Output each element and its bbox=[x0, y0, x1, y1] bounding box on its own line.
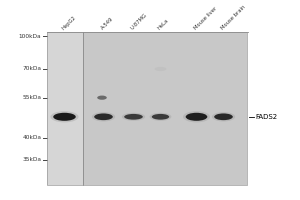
Bar bbox=[46, 32, 82, 185]
Text: 35kDa: 35kDa bbox=[22, 157, 41, 162]
Text: A-549: A-549 bbox=[100, 16, 115, 31]
Ellipse shape bbox=[186, 113, 207, 121]
Ellipse shape bbox=[152, 114, 169, 120]
Ellipse shape bbox=[150, 113, 171, 121]
Ellipse shape bbox=[212, 112, 235, 121]
Bar bbox=[46, 32, 247, 185]
Text: 100kDa: 100kDa bbox=[19, 34, 41, 39]
Text: HeLa: HeLa bbox=[157, 18, 170, 31]
Text: 40kDa: 40kDa bbox=[22, 135, 41, 140]
Text: 55kDa: 55kDa bbox=[22, 95, 41, 100]
Text: Mouse brain: Mouse brain bbox=[220, 4, 246, 31]
Text: Mouse liver: Mouse liver bbox=[193, 6, 218, 31]
Text: FADS2: FADS2 bbox=[256, 114, 278, 120]
Text: HepG2: HepG2 bbox=[61, 15, 77, 31]
Ellipse shape bbox=[214, 113, 233, 120]
Text: U-87MG: U-87MG bbox=[130, 12, 148, 31]
Ellipse shape bbox=[183, 111, 210, 122]
Ellipse shape bbox=[50, 111, 79, 122]
Ellipse shape bbox=[97, 96, 107, 100]
Ellipse shape bbox=[124, 114, 143, 120]
Ellipse shape bbox=[92, 112, 115, 121]
Text: 70kDa: 70kDa bbox=[22, 66, 41, 71]
Ellipse shape bbox=[94, 113, 113, 120]
Ellipse shape bbox=[122, 113, 145, 121]
Bar bbox=[82, 32, 247, 185]
Ellipse shape bbox=[154, 67, 166, 71]
Ellipse shape bbox=[53, 113, 76, 121]
